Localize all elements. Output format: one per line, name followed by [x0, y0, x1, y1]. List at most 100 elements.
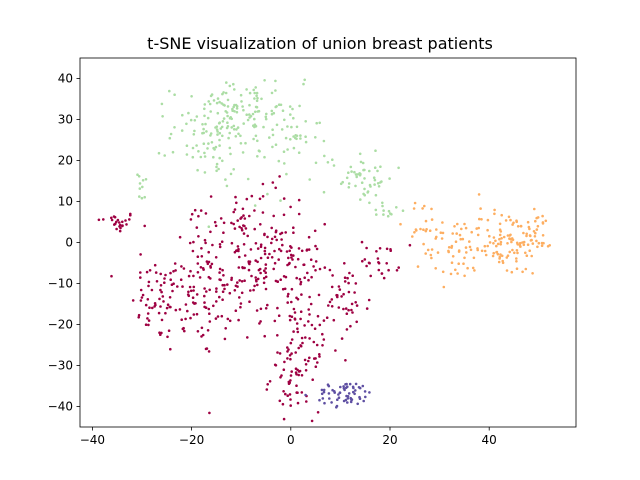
scatter-point-series-0 [389, 249, 393, 252]
scatter-point-series-1 [185, 122, 188, 126]
scatter-point-series-0 [284, 275, 288, 279]
scatter-point-series-2 [484, 253, 488, 257]
scatter-point-series-2 [435, 228, 438, 231]
scatter-point-series-1 [382, 213, 385, 216]
scatter-point-series-1 [160, 102, 164, 106]
scatter-point-series-0 [139, 271, 142, 274]
scatter-point-series-0 [296, 401, 300, 405]
scatter-point-series-0 [240, 228, 244, 232]
scatter-point-series-0 [408, 243, 412, 247]
scatter-point-series-2 [530, 238, 533, 242]
scatter-point-series-2 [498, 222, 502, 226]
scatter-point-series-2 [499, 240, 503, 244]
scatter-point-series-1 [236, 126, 240, 129]
scatter-point-series-3 [364, 395, 367, 399]
scatter-point-series-0 [165, 306, 169, 310]
scatter-point-series-1 [232, 128, 236, 131]
scatter-point-series-0 [246, 234, 249, 238]
scatter-point-series-1 [376, 169, 379, 173]
scatter-point-series-0 [353, 291, 356, 294]
scatter-point-series-1 [204, 122, 207, 126]
scatter-point-series-1 [388, 177, 391, 180]
scatter-point-series-1 [191, 155, 195, 159]
scatter-point-series-0 [290, 370, 294, 373]
scatter-point-series-0 [342, 307, 345, 311]
scatter-point-series-0 [188, 285, 192, 289]
scatter-point-series-0 [169, 305, 172, 309]
scatter-point-series-0 [323, 266, 327, 269]
scatter-point-series-3 [354, 382, 358, 386]
scatter-point-series-0 [137, 313, 141, 317]
scatter-point-series-0 [270, 237, 274, 241]
scatter-point-series-2 [464, 226, 468, 230]
scatter-point-series-1 [289, 113, 292, 116]
scatter-point-series-0 [234, 284, 238, 288]
scatter-point-series-1 [138, 182, 142, 185]
scatter-point-series-0 [380, 272, 384, 275]
y-tick-label: 20 [58, 154, 73, 168]
scatter-point-series-0 [305, 400, 308, 403]
scatter-point-series-1 [221, 134, 224, 138]
scatter-point-series-1 [374, 149, 377, 152]
scatter-point-series-0 [189, 269, 192, 273]
scatter-point-series-1 [363, 193, 367, 197]
scatter-point-series-1 [206, 116, 210, 120]
scatter-point-series-1 [264, 117, 268, 121]
scatter-point-series-1 [389, 212, 392, 215]
x-tick-label: 0 [287, 433, 295, 447]
scatter-point-series-0 [289, 398, 292, 401]
scatter-point-series-0 [180, 318, 183, 322]
scatter-point-series-0 [314, 365, 318, 369]
scatter-point-series-1 [193, 129, 196, 133]
scatter-point-series-0 [166, 303, 170, 307]
scatter-point-series-1 [218, 144, 221, 147]
scatter-point-series-0 [247, 261, 251, 265]
scatter-point-series-2 [510, 270, 514, 274]
scatter-point-series-0 [197, 235, 200, 238]
scatter-point-series-1 [331, 158, 334, 161]
scatter-point-series-1 [246, 118, 250, 122]
scatter-point-series-0 [397, 266, 401, 269]
scatter-point-series-2 [486, 228, 489, 232]
scatter-point-series-1 [209, 94, 213, 98]
scatter-point-series-0 [164, 311, 167, 315]
scatter-point-series-0 [238, 279, 241, 282]
scatter-point-series-1 [242, 122, 245, 125]
scatter-point-series-0 [286, 263, 289, 267]
scatter-point-series-0 [215, 287, 218, 290]
scatter-point-series-2 [488, 241, 492, 244]
scatter-point-series-1 [359, 160, 363, 164]
scatter-point-series-1 [272, 111, 276, 115]
scatter-point-series-1 [245, 88, 248, 91]
scatter-point-series-1 [297, 151, 301, 154]
scatter-point-series-0 [299, 280, 303, 284]
scatter-point-series-0 [259, 256, 263, 260]
scatter-point-series-0 [278, 352, 282, 355]
scatter-point-series-1 [345, 176, 349, 180]
scatter-point-series-0 [278, 175, 281, 178]
scatter-point-series-0 [240, 280, 244, 283]
scatter-point-series-1 [218, 100, 221, 104]
scatter-point-series-1 [362, 168, 365, 172]
scatter-point-series-0 [243, 266, 246, 270]
scatter-point-series-0 [110, 218, 114, 222]
x-tick-label: 40 [482, 433, 497, 447]
scatter-point-series-2 [454, 268, 457, 272]
scatter-point-series-1 [244, 141, 247, 145]
scatter-point-series-0 [284, 392, 287, 396]
scatter-point-series-2 [534, 219, 537, 223]
scatter-point-series-0 [200, 247, 203, 250]
scatter-point-series-0 [163, 277, 166, 280]
scatter-point-series-1 [203, 171, 207, 174]
scatter-point-series-0 [361, 259, 364, 263]
scatter-point-series-0 [153, 263, 157, 267]
scatter-point-series-0 [191, 249, 195, 253]
scatter-point-series-2 [511, 223, 514, 226]
scatter-point-series-0 [281, 402, 285, 406]
scatter-point-series-0 [280, 231, 284, 235]
scatter-point-series-0 [254, 276, 257, 279]
scatter-point-series-2 [516, 243, 519, 246]
scatter-point-series-1 [215, 165, 218, 169]
scatter-point-series-0 [167, 329, 171, 333]
scatter-point-series-1 [302, 82, 305, 86]
